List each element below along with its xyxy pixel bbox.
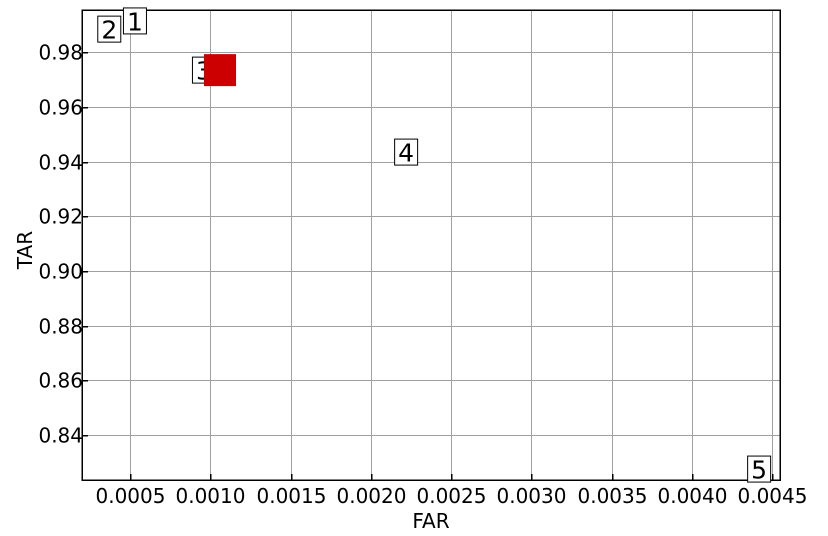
x-tick-label: 0.0015 [257,484,327,508]
data-point-label: 5 [751,456,767,485]
x-tick-label: 0.0025 [417,484,487,508]
data-point-1: 1 [122,7,147,36]
x-tick-label: 0.0020 [337,484,407,508]
data-point-label: 4 [398,139,414,168]
y-tick-label: 0.90 [38,260,83,284]
y-axis-label: TAR [13,231,37,270]
x-tick-label: 0.0035 [578,484,648,508]
y-tick-label: 0.84 [38,424,83,448]
data-point-label: 2 [101,16,117,45]
y-tick-labels: 0.84 0.86 0.88 0.90 0.92 0.94 0.96 0.98 [38,41,83,448]
highlight-marker [203,54,236,87]
x-tick-label: 0.0030 [497,484,567,508]
y-tick-label: 0.86 [38,369,83,393]
axis-ticks [82,51,774,480]
data-point-box [97,15,122,43]
y-tick-label: 0.94 [38,151,83,175]
x-tick-label: 0.0010 [176,484,246,508]
data-point-2: 2 [97,15,122,45]
y-tick-label: 0.92 [38,205,83,229]
x-tick-label: 0.0045 [738,484,808,508]
x-tick-label: 0.0005 [96,484,166,508]
x-axis-label: FAR [412,509,449,533]
x-tick-labels: 0.0005 0.0010 0.0015 0.0020 0.0025 0.0030 0.00… [96,484,808,508]
data-point-5: 5 [747,455,772,485]
plot-frame [81,9,781,481]
data-point-4: 4 [394,138,419,168]
data-point-label: 1 [127,7,143,36]
y-tick-label: 0.88 [38,315,83,339]
grid-lines [82,10,780,480]
data-point-box [394,138,419,166]
data-point-box [747,455,772,483]
y-tick-label: 0.96 [38,96,83,120]
y-tick-label: 0.98 [38,41,83,65]
data-point-box [122,7,147,35]
x-tick-label: 0.0040 [658,484,728,508]
